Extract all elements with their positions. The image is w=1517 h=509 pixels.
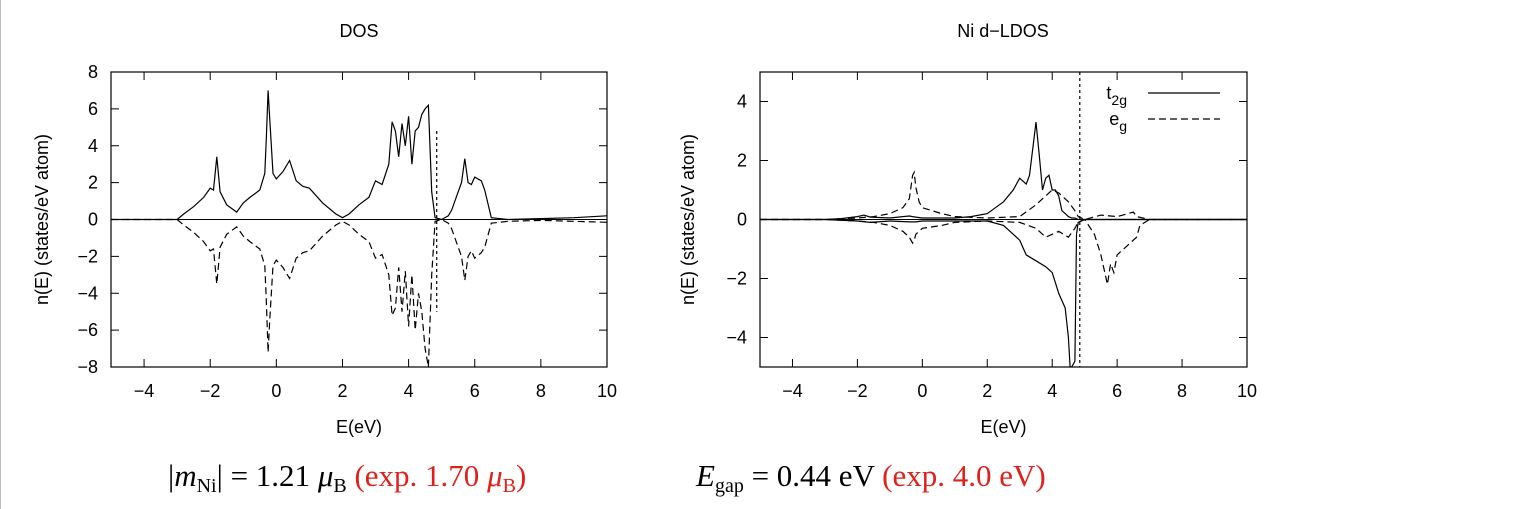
y-tick-label: −2	[726, 269, 747, 289]
x-tick-label: 10	[597, 381, 617, 401]
gap-experiment: (exp. 4.0 eV)	[882, 458, 1046, 493]
x-tick-label: 6	[1112, 381, 1122, 401]
caption: |mNi| = 1.21 μB (exp. 1.70 μB) Egap = 0.…	[0, 458, 1517, 508]
chart-2: Ni d−LDOS −4 −2 0 2 4 6 8 10 −4 −2 0 2 4 E(eV) n(E) (st…	[678, 21, 1257, 437]
y-tick-label: 8	[88, 62, 98, 82]
x-tick-label: −4	[134, 381, 155, 401]
moment-unit-symbol: μ	[317, 458, 334, 493]
y-tick-label: 0	[737, 210, 747, 230]
y-tick-label: 2	[88, 173, 98, 193]
abs-bar-left: |	[168, 458, 175, 493]
y-tick-label: −4	[77, 283, 98, 303]
y-tick-label: 4	[737, 92, 747, 112]
y-tick-label: 4	[88, 136, 98, 156]
x-tick-label: −2	[200, 381, 221, 401]
y-tick-label: 2	[737, 151, 747, 171]
y-tick-label: −6	[77, 320, 98, 340]
x-tick-label: 10	[1237, 381, 1257, 401]
x-tick-label: 4	[404, 381, 414, 401]
moment-value: = 1.21	[230, 458, 318, 493]
moment-unit-subscript: B	[333, 475, 347, 497]
series-group	[760, 122, 1247, 367]
y-axis-label: n(E) (states/eV atom)	[678, 134, 698, 305]
x-tick-label: 4	[1047, 381, 1057, 401]
moment-exp-unit-subscript: B	[502, 475, 516, 497]
moment-subscript: Ni	[196, 475, 217, 497]
x-tick-label: 2	[337, 381, 347, 401]
gap-value: = 0.44 eV	[743, 458, 883, 493]
series-group	[111, 90, 607, 367]
moment-symbol: m	[174, 458, 197, 493]
x-tick-label: 8	[1177, 381, 1187, 401]
moment-exp-suffix: )	[515, 458, 527, 493]
moment-experiment: (exp. 1.70 μB)	[354, 458, 527, 497]
x-axis-label: E(eV)	[336, 417, 382, 437]
x-tick-label: 8	[536, 381, 546, 401]
x-tick-label: −2	[847, 381, 868, 401]
chart-title: Ni d−LDOS	[957, 21, 1049, 41]
y-tick-label: 0	[88, 210, 98, 230]
y-tick-label: −8	[77, 357, 98, 377]
series-line-2-dashed	[111, 218, 607, 367]
y-tick-label: −4	[726, 328, 747, 348]
x-tick-label: 0	[271, 381, 281, 401]
abs-bar-right: |	[216, 458, 223, 493]
moment-exp-unit-symbol: μ	[487, 458, 503, 493]
y-tick-label: −2	[77, 246, 98, 266]
series-line-1-solid	[111, 90, 607, 221]
legend-label-t2g: t2g	[1106, 83, 1127, 108]
gap-subscript: gap	[714, 475, 744, 497]
magnetic-moment-caption: |mNi| = 1.21 μB (exp. 1.70 μB)	[168, 458, 526, 498]
x-tick-label: 0	[917, 381, 927, 401]
charts-canvas: DOS −4 −2 0 2 4 6 8 10 −8 −6 −4 −2 0 2 4 6 8 E(eV) n(E) (st…	[32, 21, 1257, 437]
series-line-4-dashed	[760, 218, 1247, 285]
series-line-1-solid	[760, 122, 1247, 221]
x-tick-label: 2	[982, 381, 992, 401]
x-axis-label: E(eV)	[980, 417, 1026, 437]
moment-exp-prefix: (exp. 1.70	[354, 458, 488, 493]
chart-title: DOS	[339, 21, 378, 41]
x-tick-label: 6	[470, 381, 480, 401]
y-tick-label: 6	[88, 99, 98, 119]
frame-edge	[0, 0, 1, 509]
y-axis-label: n(E) (states/eV atom)	[32, 134, 52, 305]
chart-1: DOS −4 −2 0 2 4 6 8 10 −8 −6 −4 −2 0 2 4 6 8 E(eV) n(E) (st…	[32, 21, 617, 437]
gap-caption: Egap = 0.44 eV (exp. 4.0 eV)	[696, 458, 1046, 498]
series-line-3-dashed	[760, 170, 1247, 221]
gap-symbol: E	[696, 458, 715, 493]
legend-label-eg: eg	[1109, 109, 1127, 134]
x-tick-label: −4	[782, 381, 803, 401]
series-line-2-solid	[760, 218, 1247, 367]
